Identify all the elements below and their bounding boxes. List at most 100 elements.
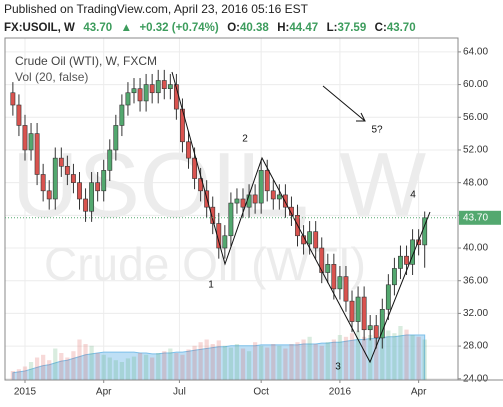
arrow-drawing <box>322 85 366 122</box>
volume-bar <box>16 369 22 380</box>
candle-body <box>161 80 167 89</box>
candle-body <box>331 264 337 290</box>
volume-bar <box>186 349 191 380</box>
candle-body <box>137 88 143 102</box>
volume-bar <box>410 335 415 380</box>
x-tick-label: 2016 <box>329 387 352 398</box>
volume-bar <box>343 336 349 380</box>
candle-body <box>83 198 88 212</box>
ohlc-label: L: <box>327 22 338 34</box>
volume-bar <box>398 326 403 380</box>
y-tick-label: 52.00 <box>463 145 488 156</box>
volume-bar <box>150 357 155 380</box>
volume-bar <box>307 336 312 380</box>
candle-body <box>264 170 270 192</box>
volume-bar <box>41 354 46 380</box>
x-tick-label: Jul <box>173 387 186 398</box>
candle-body <box>192 157 197 179</box>
candle-body <box>252 194 258 204</box>
last-price-label: 43.70 <box>463 212 488 223</box>
drawings <box>171 71 431 364</box>
watermark: Crude Oil (WTI) <box>44 238 366 290</box>
volume-bar <box>210 344 215 380</box>
y-tick-label: 36.00 <box>463 275 488 286</box>
candle-body <box>149 84 155 94</box>
candle-body <box>373 325 379 339</box>
volume-bar <box>101 354 106 380</box>
candle-body <box>228 202 234 237</box>
volume-bar <box>143 354 149 380</box>
annotation: 4 <box>410 190 416 201</box>
annotation: 1 <box>208 280 214 291</box>
x-tick-label: 2015 <box>14 387 37 398</box>
volume-bar <box>113 360 118 380</box>
watermark-layer: USOIL, W Crude Oil (WTI) <box>12 134 426 290</box>
symbol: FX:USOIL, W <box>4 22 75 34</box>
volume-bar <box>234 344 240 380</box>
volume-bar <box>386 330 391 380</box>
volume-bar <box>422 339 427 380</box>
candle-body <box>282 194 288 208</box>
candle-body <box>125 92 131 106</box>
volume-bar <box>28 362 34 380</box>
volume-bar <box>204 339 209 380</box>
volume-bar <box>240 348 246 380</box>
volume-bar <box>362 336 367 380</box>
candle-body <box>107 149 113 171</box>
legend-main: Crude Oil (WTI), W, FXCM <box>15 54 157 68</box>
volume-bar <box>325 342 330 380</box>
ohlc-value: 37.59 <box>337 22 366 34</box>
ohlc-value: 44.47 <box>289 22 318 34</box>
volume-bar <box>295 342 300 380</box>
up-arrow: ▲ <box>121 22 132 34</box>
volume-bar <box>65 357 70 380</box>
ohlc-value: 43.70 <box>387 22 416 34</box>
candle-body <box>95 182 101 192</box>
volume-bar <box>53 348 58 380</box>
volume-bar <box>349 333 355 380</box>
published-note: Published on TradingView.com, April 23, … <box>4 2 309 16</box>
candle-body <box>16 104 22 126</box>
volume-bar <box>198 342 203 380</box>
volume-bar <box>301 339 306 380</box>
annotation: 3 <box>335 362 341 373</box>
y-tick-label: 40.00 <box>463 243 488 254</box>
volume-bar <box>156 353 161 380</box>
volume-bar <box>107 357 112 380</box>
candle-body <box>307 231 313 245</box>
candle-body <box>10 92 16 106</box>
volume-bar <box>34 357 40 380</box>
candle-body <box>186 141 191 159</box>
ohlc-label: O: <box>227 22 240 34</box>
y-tick-label: 28.00 <box>463 341 488 352</box>
candle-body <box>46 190 52 200</box>
x-tick-label: Apr <box>411 387 427 398</box>
candle-body <box>270 190 276 200</box>
candle-body <box>234 198 240 204</box>
candle-body <box>222 235 228 249</box>
candle-body <box>119 104 125 126</box>
volume-bar <box>47 360 52 380</box>
volume-bar <box>89 345 94 380</box>
candle-body <box>167 84 173 89</box>
volume-bar <box>337 335 343 380</box>
volume-bar <box>83 344 88 380</box>
y-tick-label: 32.00 <box>463 308 488 319</box>
volume-bar <box>125 358 131 380</box>
candle-body <box>410 239 415 265</box>
last-price-box <box>459 210 501 225</box>
volume-bar <box>222 345 227 380</box>
candle-body <box>210 206 216 224</box>
candle-body <box>216 223 222 249</box>
candle-body <box>379 309 385 339</box>
volume-bar <box>271 344 276 380</box>
annotation: 5? <box>371 125 383 136</box>
arrow-head <box>356 112 366 122</box>
candle-body <box>101 170 107 192</box>
volume-bar <box>404 329 409 380</box>
candle-body <box>155 80 161 94</box>
volume-bar <box>265 347 270 380</box>
candle-body <box>349 300 355 322</box>
candle-body <box>404 255 409 265</box>
